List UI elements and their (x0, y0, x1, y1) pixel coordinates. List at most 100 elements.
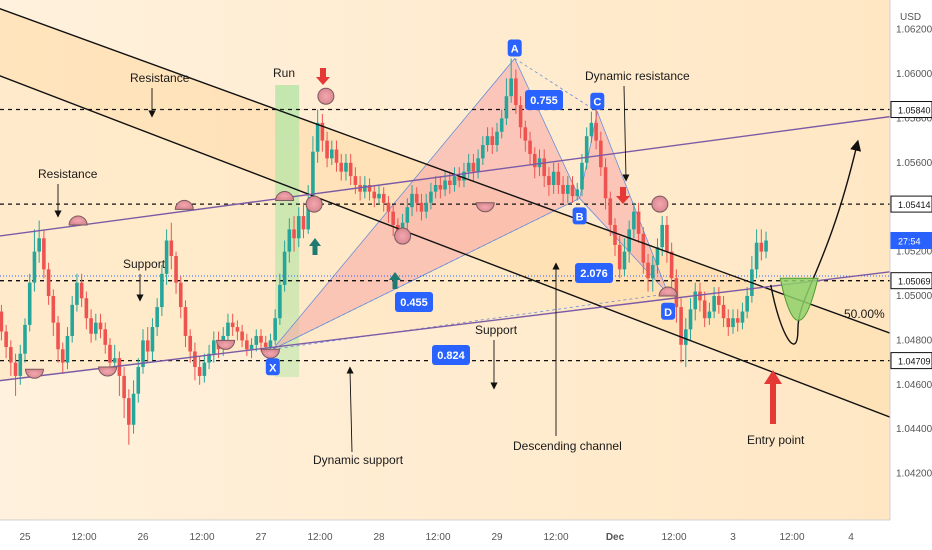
x-tick-label: 26 (137, 532, 149, 543)
point-B-badge (572, 207, 587, 225)
touch-circle (651, 195, 669, 213)
resistance-label: Resistance (130, 71, 190, 85)
candle-body (330, 149, 334, 159)
candle-body (665, 224, 669, 252)
candle-body (684, 329, 688, 345)
time-axis[interactable] (0, 520, 890, 550)
candle-body (188, 335, 192, 352)
candle-body (580, 162, 584, 190)
candle-body (542, 158, 546, 177)
candle-body (679, 307, 683, 345)
candle-body (296, 216, 301, 239)
candle-body (282, 251, 287, 285)
ratio-badge (395, 292, 433, 312)
price-tag-label: 27:54 (898, 237, 921, 247)
candle-body (348, 162, 353, 177)
ratio-badge (525, 90, 563, 110)
candle-body (235, 327, 240, 332)
candle-body (136, 367, 141, 394)
touch-markers (24, 87, 678, 379)
candle-body (169, 240, 174, 257)
touch-semicircle (68, 215, 88, 226)
x-tick-label: 25 (19, 532, 31, 543)
candle-body (584, 136, 589, 163)
price-levels (0, 108, 890, 362)
candle-body (183, 307, 188, 336)
support-label: Support (123, 257, 166, 271)
candle-body (556, 171, 561, 185)
x-tick-label: 12:00 (425, 532, 450, 543)
y-tick-label: 1.05800 (896, 113, 932, 124)
support-label: Support (475, 323, 518, 337)
ac-line (514, 58, 598, 113)
candle-body (164, 240, 169, 274)
candle-body (481, 145, 485, 159)
candle-body (202, 362, 207, 376)
candle-body (504, 96, 509, 119)
buy-arrow (389, 272, 401, 289)
candle-body (249, 344, 254, 350)
point-C-label: C (593, 97, 601, 109)
dynamic-support-label: Dynamic support (313, 453, 404, 467)
candle-body (603, 167, 608, 199)
candle-body (617, 244, 622, 270)
buy-arrow (309, 238, 321, 255)
candle-body (193, 351, 197, 368)
candle-body (518, 105, 523, 128)
candle-body (424, 202, 428, 212)
ratio-label: 0.824 (437, 350, 465, 362)
entry-zone-cup (779, 277, 819, 321)
dynamic-support-pointer (346, 366, 354, 453)
y-tick-label: 1.05000 (896, 291, 932, 302)
candle-body (405, 207, 410, 223)
candle-body (599, 140, 603, 168)
candle-body (433, 185, 438, 192)
x-tick-label: 12:00 (307, 532, 332, 543)
price-tag-label: 1.05840 (898, 106, 931, 116)
lower-channel-line (0, 75, 890, 418)
candle-body (476, 158, 480, 172)
candle-body (561, 185, 565, 194)
candle-body (32, 251, 37, 283)
candle-body (278, 284, 282, 319)
candle-body (212, 340, 216, 354)
candle-body (613, 224, 617, 245)
ratio-badge (432, 345, 470, 365)
candle-body (712, 296, 716, 312)
price-tag (890, 101, 932, 119)
candle-body (263, 342, 268, 348)
candle-body (65, 335, 70, 363)
y-tick-label: 1.06200 (896, 25, 932, 36)
candle-body (627, 229, 631, 252)
fifty-percent-label: 50.00% (844, 307, 885, 321)
candle-body (589, 122, 594, 137)
candle-body (764, 240, 768, 252)
candle-body (344, 162, 348, 172)
candle-body (414, 193, 419, 203)
candle-body (259, 335, 263, 343)
candle-body (466, 162, 471, 172)
candle-body (127, 398, 131, 425)
x-tick-label: 12:00 (779, 532, 804, 543)
point-A-badge (507, 39, 522, 57)
xb-line (272, 197, 580, 350)
resistance-label: Resistance (38, 167, 98, 181)
candles (0, 58, 768, 445)
candle-body (108, 344, 112, 363)
dynamic-resistance-line (0, 115, 890, 237)
candle-body (509, 78, 513, 97)
candle-body (495, 131, 499, 146)
candle-body (381, 193, 386, 203)
candle-body (669, 251, 674, 279)
price-tag (890, 195, 932, 213)
touch-semicircle (216, 339, 236, 350)
candle-body (745, 296, 749, 312)
dynamic-resistance-label: Dynamic resistance (585, 69, 690, 83)
candle-body (89, 318, 93, 334)
candle-body (13, 362, 18, 376)
candle-body (707, 311, 712, 319)
y-tick-label: 1.05600 (896, 158, 932, 169)
touch-semicircle (24, 368, 44, 379)
